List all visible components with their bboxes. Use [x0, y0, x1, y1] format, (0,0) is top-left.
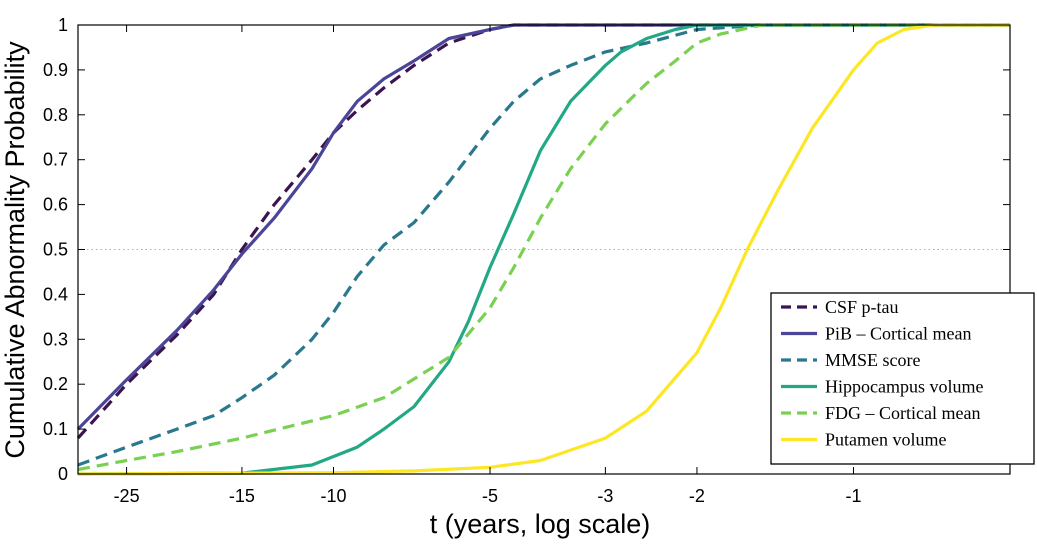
y-tick-label: 0: [58, 464, 68, 484]
series-line-putamen-volume: [77, 23, 1010, 476]
y-tick-label: 0.1: [43, 419, 68, 439]
legend-label: CSF p-tau: [825, 297, 899, 317]
y-tick-label: 0.6: [43, 195, 68, 215]
axes: 0 0.1 0.2 0.3 0.4 0.5 0.6 0.7 0.8 0.9 1 -25 -15 -10 -5…: [43, 15, 1011, 506]
series-line-fdg-cortical-mean: [77, 23, 1010, 472]
legend-label: Hippocampus volume: [825, 377, 983, 397]
x-tick-label: -3: [597, 486, 613, 506]
x-tick-label: -5: [482, 486, 498, 506]
legend-label: FDG – Cortical mean: [825, 403, 980, 423]
y-tick-label: 0.7: [43, 150, 68, 170]
y-tick-label: 1: [58, 15, 68, 35]
x-tick-label: -2: [689, 486, 705, 506]
legend-label: Putamen volume: [825, 430, 946, 450]
y-tick-label: 0.3: [43, 329, 68, 349]
x-tick-label: -10: [320, 486, 346, 506]
legend: CSF p-tau PiB – Cortical mean MMSE score Hi…: [770, 292, 1035, 465]
x-tick-label: -15: [229, 486, 255, 506]
y-tick-label: 0.5: [43, 240, 68, 260]
legend-label: MMSE score: [825, 350, 921, 370]
y-tick-label: 0.4: [43, 284, 68, 304]
y-tick-label: 0.2: [43, 374, 68, 394]
series-line-mmse-score: [77, 23, 1010, 467]
series-line-hippocampus-volume: [77, 23, 1010, 476]
y-axis-title: Cumulative Abnormality Probability: [0, 41, 30, 459]
x-tick-label: -25: [114, 486, 140, 506]
x-axis-title: t (years, log scale): [430, 509, 651, 539]
series-layer: [76, 23, 1010, 476]
x-tick-label: -1: [845, 486, 861, 506]
legend-label: PiB – Cortical mean: [825, 324, 971, 344]
y-tick-label: 0.9: [43, 60, 68, 80]
y-tick-label: 0.8: [43, 105, 68, 125]
legend-box: [770, 292, 1035, 465]
series-line-pib-cortical-mean: [76, 23, 1010, 431]
